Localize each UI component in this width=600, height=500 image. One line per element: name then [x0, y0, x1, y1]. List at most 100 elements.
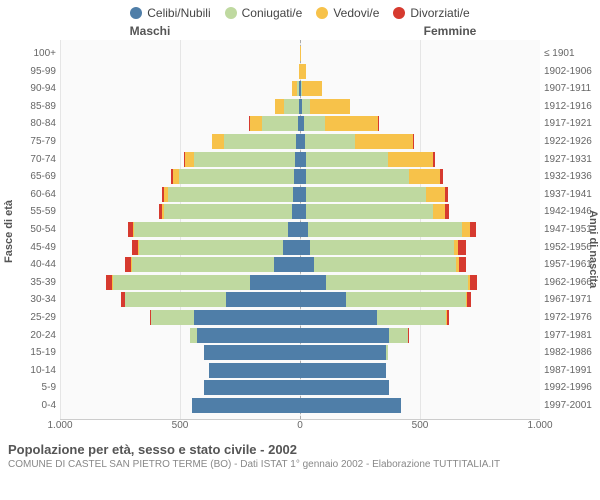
bar-male — [60, 187, 300, 202]
seg-married — [306, 187, 426, 202]
bar-male — [60, 116, 300, 131]
bar-male — [60, 169, 300, 184]
age-label: 70-74 — [16, 152, 56, 167]
seg-single — [288, 222, 300, 237]
seg-married — [314, 257, 456, 272]
population-pyramid-chart: Celibi/NubiliConiugati/eVedovi/eDivorzia… — [0, 0, 600, 500]
legend-label: Celibi/Nubili — [147, 6, 210, 20]
seg-divorced — [447, 310, 449, 325]
bar-female — [300, 187, 540, 202]
seg-divorced — [413, 134, 414, 149]
age-label: 90-94 — [16, 81, 56, 96]
bar-female — [300, 292, 540, 307]
seg-married — [306, 204, 433, 219]
x-axis-ticks: 1.00050005001.000 — [60, 420, 540, 434]
seg-widowed — [185, 152, 195, 167]
seg-married — [125, 292, 226, 307]
seg-married — [164, 204, 291, 219]
birth-year-label: 1982-1986 — [544, 345, 600, 360]
seg-single — [192, 398, 300, 413]
age-label: 5-9 — [16, 380, 56, 395]
bar-female — [300, 363, 540, 378]
bar-female — [300, 64, 540, 79]
pyramid-rows: 100+≤ 190195-991902-190690-941907-191185… — [60, 46, 540, 413]
legend-item: Coniugati/e — [225, 6, 303, 20]
seg-single — [204, 380, 300, 395]
yaxis-left-label: Fasce di età — [3, 200, 15, 263]
birth-year-label: 1922-1926 — [544, 134, 600, 149]
seg-widowed — [302, 81, 321, 96]
chart-title: Popolazione per età, sesso e stato civil… — [8, 442, 600, 457]
seg-widowed — [325, 116, 378, 131]
seg-single — [300, 292, 346, 307]
pyramid-row: 80-841917-1921 — [60, 116, 540, 131]
seg-single — [274, 257, 300, 272]
bar-male — [60, 398, 300, 413]
age-label: 0-4 — [16, 398, 56, 413]
bar-female — [300, 152, 540, 167]
pyramid-row: 70-741927-1931 — [60, 152, 540, 167]
pyramid-row: 95-991902-1906 — [60, 64, 540, 79]
pyramid-row: 100+≤ 1901 — [60, 46, 540, 61]
age-label: 30-34 — [16, 292, 56, 307]
bar-female — [300, 169, 540, 184]
pyramid-row: 30-341967-1971 — [60, 292, 540, 307]
age-label: 80-84 — [16, 116, 56, 131]
legend-label: Coniugati/e — [242, 6, 303, 20]
bar-female — [300, 99, 540, 114]
age-label: 40-44 — [16, 257, 56, 272]
birth-year-label: 1907-1911 — [544, 81, 600, 96]
seg-widowed — [300, 64, 306, 79]
birth-year-label: 1942-1946 — [544, 204, 600, 219]
legend-item: Celibi/Nubili — [130, 6, 210, 20]
bar-female — [300, 345, 540, 360]
birth-year-label: 1957-1961 — [544, 257, 600, 272]
seg-single — [226, 292, 300, 307]
bar-male — [60, 99, 300, 114]
bar-male — [60, 275, 300, 290]
seg-married — [179, 169, 294, 184]
age-label: 55-59 — [16, 204, 56, 219]
bar-female — [300, 328, 540, 343]
seg-widowed — [212, 134, 224, 149]
birth-year-label: 1902-1906 — [544, 64, 600, 79]
age-label: 20-24 — [16, 328, 56, 343]
bar-male — [60, 64, 300, 79]
bar-male — [60, 152, 300, 167]
seg-divorced — [467, 292, 471, 307]
age-label: 95-99 — [16, 64, 56, 79]
seg-married — [386, 345, 387, 360]
pyramid-row: 40-441957-1961 — [60, 257, 540, 272]
legend-label: Divorziati/e — [410, 6, 469, 20]
seg-single — [204, 345, 300, 360]
seg-single — [194, 310, 300, 325]
seg-married — [190, 328, 197, 343]
seg-single — [300, 380, 389, 395]
legend-swatch — [316, 7, 328, 19]
x-tick: 0 — [297, 420, 303, 431]
bar-female — [300, 204, 540, 219]
seg-married — [132, 257, 274, 272]
legend-swatch — [393, 7, 405, 19]
x-tick: 1.000 — [47, 420, 72, 431]
bar-male — [60, 257, 300, 272]
pyramid-row: 15-191982-1986 — [60, 345, 540, 360]
age-label: 65-69 — [16, 169, 56, 184]
bar-female — [300, 81, 540, 96]
pyramid-row: 55-591942-1946 — [60, 204, 540, 219]
birth-year-label: 1972-1976 — [544, 310, 600, 325]
bar-female — [300, 257, 540, 272]
birth-year-label: 1987-1991 — [544, 363, 600, 378]
age-label: 100+ — [16, 46, 56, 61]
seg-married — [306, 152, 388, 167]
seg-divorced — [440, 169, 442, 184]
seg-married — [306, 169, 409, 184]
age-label: 10-14 — [16, 363, 56, 378]
seg-married — [302, 99, 309, 114]
seg-married — [139, 240, 283, 255]
legend-swatch — [130, 7, 142, 19]
bar-female — [300, 134, 540, 149]
bar-female — [300, 116, 540, 131]
seg-single — [300, 275, 326, 290]
seg-single — [300, 222, 308, 237]
